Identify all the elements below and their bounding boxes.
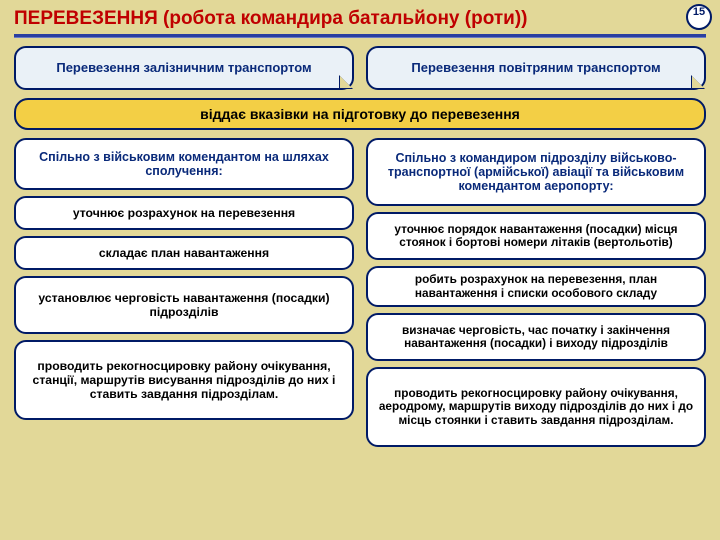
left-subhead-text: Спільно з військовим комендантом на шлях…	[24, 150, 344, 179]
right-item-3: визначає черговість, час початку і закін…	[366, 313, 706, 361]
left-subhead: Спільно з військовим комендантом на шлях…	[14, 138, 354, 190]
left-column: Спільно з військовим комендантом на шлях…	[14, 138, 354, 453]
right-item-4-text: проводить рекогносцировку району очікува…	[376, 387, 696, 428]
left-item-2: складає план навантаження	[14, 236, 354, 270]
full-width-text: віддає вказівки на підготовку до перевез…	[200, 106, 520, 122]
right-item-4: проводить рекогносцировку району очікува…	[366, 367, 706, 447]
right-item-2: робить розрахунок на перевезення, план н…	[366, 266, 706, 307]
right-subhead: Спільно з командиром підрозділу військов…	[366, 138, 706, 206]
full-width-instruction: віддає вказівки на підготовку до перевез…	[14, 98, 706, 130]
left-item-3: установлює черговість навантаження (поса…	[14, 276, 354, 334]
left-item-1: уточнює розрахунок на перевезення	[14, 196, 354, 230]
right-subhead-text: Спільно з командиром підрозділу військов…	[376, 151, 696, 194]
left-item-1-text: уточнює розрахунок на перевезення	[73, 206, 295, 220]
page-number-badge: 15	[686, 4, 712, 30]
page-title: ПЕРЕВЕЗЕННЯ (робота командира батальйону…	[0, 0, 720, 32]
right-header-text: Перевезення повітряним транспортом	[411, 61, 660, 76]
left-item-3-text: установлює черговість навантаження (поса…	[24, 291, 344, 319]
right-item-2-text: робить розрахунок на перевезення, план н…	[376, 273, 696, 300]
left-item-4-text: проводить рекогносцировку району очікува…	[24, 359, 344, 401]
right-item-1-text: уточнює порядок навантаження (посадки) м…	[376, 223, 696, 250]
headers-row: Перевезення залізничним транспортом Пере…	[0, 46, 720, 90]
title-rule	[14, 34, 706, 38]
right-column: Спільно з командиром підрозділу військов…	[366, 138, 706, 453]
left-header-card: Перевезення залізничним транспортом	[14, 46, 354, 90]
left-item-2-text: складає план навантаження	[99, 246, 269, 260]
body-row: Спільно з військовим комендантом на шлях…	[0, 138, 720, 453]
left-item-4: проводить рекогносцировку району очікува…	[14, 340, 354, 420]
right-item-1: уточнює порядок навантаження (посадки) м…	[366, 212, 706, 260]
right-item-3-text: визначає черговість, час початку і закін…	[376, 324, 696, 351]
left-header-text: Перевезення залізничним транспортом	[56, 61, 311, 76]
right-header-card: Перевезення повітряним транспортом	[366, 46, 706, 90]
